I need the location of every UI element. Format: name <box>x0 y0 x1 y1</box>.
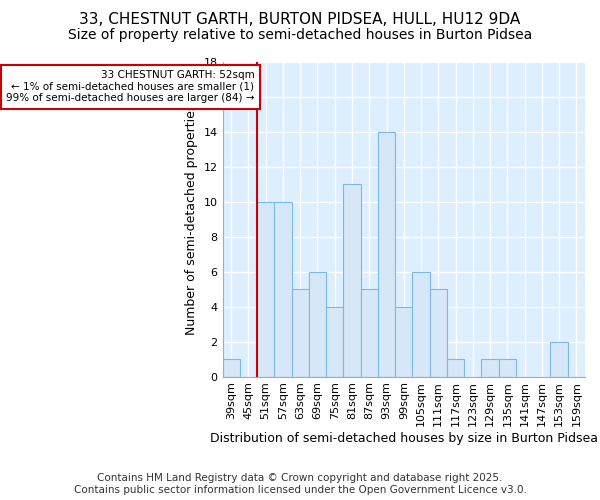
Bar <box>395 306 412 376</box>
Bar <box>430 289 447 376</box>
X-axis label: Distribution of semi-detached houses by size in Burton Pidsea: Distribution of semi-detached houses by … <box>210 432 598 445</box>
Bar <box>223 359 240 376</box>
Bar <box>481 359 499 376</box>
Bar <box>343 184 361 376</box>
Bar <box>550 342 568 376</box>
Bar <box>326 306 343 376</box>
Bar <box>274 202 292 376</box>
Bar <box>447 359 464 376</box>
Y-axis label: Number of semi-detached properties: Number of semi-detached properties <box>185 104 198 334</box>
Bar <box>412 272 430 376</box>
Text: 33 CHESTNUT GARTH: 52sqm
← 1% of semi-detached houses are smaller (1)
99% of sem: 33 CHESTNUT GARTH: 52sqm ← 1% of semi-de… <box>6 70 254 104</box>
Text: 33, CHESTNUT GARTH, BURTON PIDSEA, HULL, HU12 9DA: 33, CHESTNUT GARTH, BURTON PIDSEA, HULL,… <box>79 12 521 28</box>
Bar <box>257 202 274 376</box>
Bar <box>361 289 378 376</box>
Bar <box>309 272 326 376</box>
Text: Contains HM Land Registry data © Crown copyright and database right 2025.
Contai: Contains HM Land Registry data © Crown c… <box>74 474 526 495</box>
Bar <box>378 132 395 376</box>
Bar <box>292 289 309 376</box>
Bar <box>499 359 516 376</box>
Text: Size of property relative to semi-detached houses in Burton Pidsea: Size of property relative to semi-detach… <box>68 28 532 42</box>
